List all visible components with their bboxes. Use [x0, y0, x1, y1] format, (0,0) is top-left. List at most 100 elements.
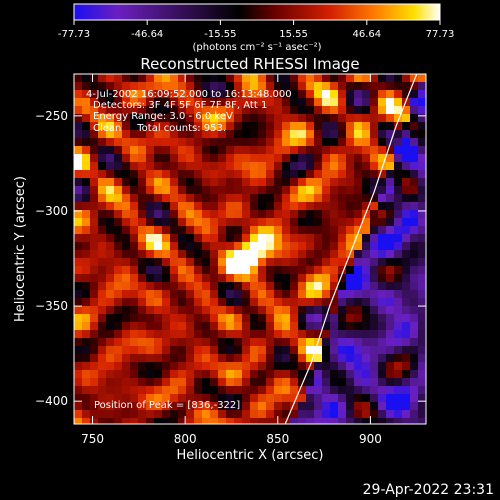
- heatmap-cell: [370, 394, 379, 403]
- heatmap-cell: [146, 322, 155, 331]
- heatmap-cell: [306, 386, 315, 395]
- heatmap-cell: [218, 402, 227, 411]
- heatmap-cell: [274, 338, 283, 347]
- heatmap-cell: [282, 138, 291, 147]
- heatmap-cell: [250, 162, 259, 171]
- heatmap-cell: [242, 266, 251, 275]
- heatmap-cell: [194, 218, 203, 227]
- heatmap-cell: [322, 98, 331, 107]
- heatmap-cell: [290, 250, 299, 259]
- heatmap-cell: [314, 410, 323, 419]
- heatmap-cell: [122, 346, 131, 355]
- heatmap-cell: [370, 306, 379, 315]
- heatmap-cell: [178, 178, 187, 187]
- heatmap-cell: [154, 298, 163, 307]
- heatmap-cell: [322, 210, 331, 219]
- heatmap-cell: [362, 410, 371, 419]
- heatmap-cell: [82, 362, 91, 371]
- heatmap-cell: [418, 226, 426, 235]
- heatmap-cell: [170, 330, 179, 339]
- heatmap-cell: [394, 138, 403, 147]
- heatmap-cell: [178, 330, 187, 339]
- heatmap-cell: [242, 362, 251, 371]
- heatmap-cell: [226, 402, 235, 411]
- annotation-clean-counts: Clean Total counts: 953.: [93, 123, 226, 134]
- heatmap-cell: [98, 386, 107, 395]
- heatmap-cell: [378, 282, 387, 291]
- x-axis-label: Heliocentric X (arcsec): [177, 448, 324, 463]
- heatmap-cell: [242, 154, 251, 163]
- heatmap-cell: [274, 90, 283, 99]
- heatmap-cell: [202, 234, 211, 243]
- heatmap-cell: [90, 274, 99, 283]
- heatmap-cell: [202, 82, 211, 91]
- heatmap-cell: [282, 346, 291, 355]
- heatmap-cell: [82, 330, 91, 339]
- heatmap-cell: [274, 314, 283, 323]
- heatmap-cell: [354, 378, 363, 387]
- heatmap-cell: [130, 226, 139, 235]
- heatmap-cell: [186, 90, 195, 99]
- heatmap-cell: [122, 242, 131, 251]
- heatmap-cell: [82, 90, 91, 99]
- heatmap-cell: [346, 266, 355, 275]
- heatmap-cell: [362, 138, 371, 147]
- heatmap-cell: [234, 242, 243, 251]
- heatmap-cell: [370, 290, 379, 299]
- heatmap-cell: [258, 130, 267, 139]
- heatmap-cell: [218, 122, 227, 131]
- heatmap-cell: [298, 290, 307, 299]
- heatmap-cell: [242, 146, 251, 155]
- heatmap-cell: [194, 274, 203, 283]
- heatmap-cell: [274, 330, 283, 339]
- heatmap-cell: [106, 410, 115, 419]
- heatmap-cell: [210, 234, 219, 243]
- heatmap-cell: [306, 106, 315, 115]
- heatmap-cell: [218, 242, 227, 251]
- heatmap-cell: [82, 122, 91, 131]
- heatmap-cell: [234, 162, 243, 171]
- heatmap-cell: [370, 274, 379, 283]
- heatmap-cell: [306, 306, 315, 315]
- heatmap-cell: [186, 338, 195, 347]
- heatmap-cell: [258, 170, 267, 179]
- axes: 750 800 850 900−400−350−300−250: [35, 74, 426, 446]
- heatmap-cell: [242, 170, 251, 179]
- heatmap-cell: [410, 386, 419, 395]
- heatmap-cell: [242, 162, 251, 171]
- heatmap-cell: [314, 178, 323, 187]
- heatmap-cell: [170, 74, 179, 83]
- y-tick-label: −250: [35, 109, 68, 123]
- heatmap-cell: [402, 138, 411, 147]
- heatmap-cell: [170, 314, 179, 323]
- x-tick-label: 900: [359, 432, 382, 446]
- heatmap-cell: [298, 202, 307, 211]
- heatmap-cell: [138, 146, 147, 155]
- heatmap-cell: [170, 210, 179, 219]
- heatmap-cell: [138, 394, 147, 403]
- heatmap-cell: [274, 362, 283, 371]
- heatmap-cell: [162, 274, 171, 283]
- heatmap-cell: [298, 90, 307, 99]
- heatmap-cell: [402, 234, 411, 243]
- heatmap-cell: [290, 202, 299, 211]
- heatmap-cell: [146, 306, 155, 315]
- heatmap-cell: [354, 306, 363, 315]
- heatmap-cell: [378, 218, 387, 227]
- heatmap-cell: [266, 354, 275, 363]
- heatmap-cell: [354, 74, 363, 83]
- heatmap-cell: [186, 170, 195, 179]
- heatmap-cell: [402, 394, 411, 403]
- heatmap-cell: [186, 370, 195, 379]
- heatmap-cell: [226, 370, 235, 379]
- heatmap-cell: [74, 290, 83, 299]
- heatmap-cell: [250, 274, 259, 283]
- heatmap-cell: [218, 394, 227, 403]
- heatmap-cell: [210, 90, 219, 99]
- heatmap-cell: [346, 362, 355, 371]
- heatmap-cell: [250, 202, 259, 211]
- heatmap-cell: [106, 178, 115, 187]
- heatmap-cell: [170, 194, 179, 203]
- heatmap-cell: [378, 106, 387, 115]
- heatmap-cell: [250, 330, 259, 339]
